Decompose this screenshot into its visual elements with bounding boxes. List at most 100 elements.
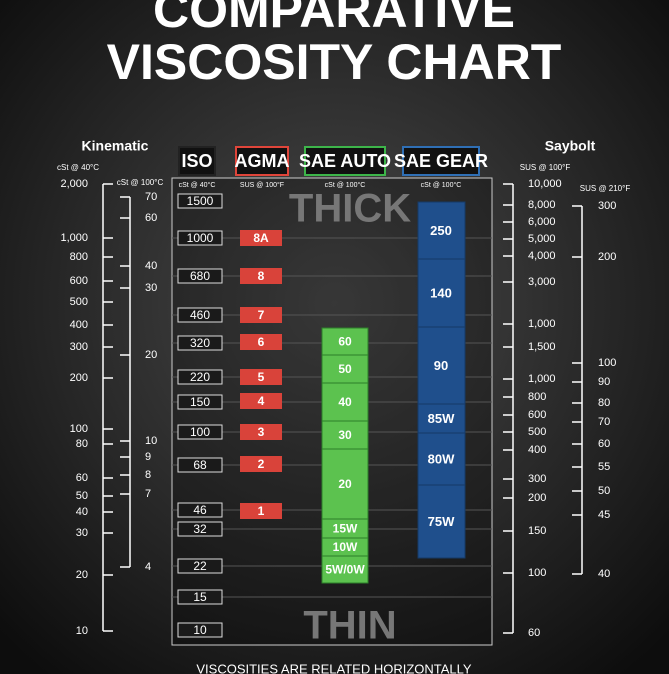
column-unit: cSt @ 100°C bbox=[421, 181, 462, 189]
tick-label: 300 bbox=[528, 473, 546, 485]
scale-unit: SUS @ 100°F bbox=[520, 163, 571, 172]
column-header: AGMA bbox=[235, 151, 290, 171]
sae-gear-grade: 140 bbox=[430, 285, 452, 300]
agma-box bbox=[240, 307, 282, 323]
title: VISCOSITY CHART bbox=[107, 34, 562, 90]
agma-box bbox=[240, 503, 282, 519]
tick-label: 800 bbox=[528, 391, 546, 403]
tick-label: 50 bbox=[76, 490, 88, 502]
iso-box bbox=[177, 622, 223, 638]
tick-label: 500 bbox=[70, 296, 88, 308]
agma-grade: 7 bbox=[258, 308, 265, 322]
tick-label: 7 bbox=[145, 488, 151, 500]
iso-grade: 150 bbox=[190, 395, 210, 409]
scale-unit: SUS @ 210°F bbox=[580, 184, 631, 193]
iso-box bbox=[177, 558, 223, 574]
iso-grade: 680 bbox=[190, 269, 210, 283]
scale-unit: cSt @ 100°C bbox=[117, 178, 164, 187]
sae-auto-grade: 20 bbox=[338, 477, 352, 491]
tick-label: 40 bbox=[598, 568, 610, 580]
footer: VISCOSITIES ARE RELATED HORIZONTALLY bbox=[196, 661, 472, 674]
tick-label: 20 bbox=[145, 349, 157, 361]
tick-label: 3,000 bbox=[528, 276, 556, 288]
agma-grade: 6 bbox=[258, 335, 265, 349]
iso-grade: 320 bbox=[190, 336, 210, 350]
tick-label: 70 bbox=[598, 416, 610, 428]
title: COMPARATIVE bbox=[153, 0, 515, 38]
tick-label: 45 bbox=[598, 509, 610, 521]
tick-label: 10 bbox=[76, 625, 88, 637]
iso-grade: 32 bbox=[193, 522, 207, 536]
tick-label: 4,000 bbox=[528, 250, 556, 262]
scale-unit: cSt @ 40°C bbox=[57, 163, 99, 172]
sae-gear-segment bbox=[417, 258, 466, 328]
tick-label: 150 bbox=[528, 525, 546, 537]
tick-label: 10 bbox=[145, 435, 157, 447]
column-header-box bbox=[178, 146, 216, 176]
tick-label: 60 bbox=[598, 438, 610, 450]
iso-grade: 10 bbox=[193, 623, 207, 637]
iso-box bbox=[177, 193, 223, 209]
sae-auto-segment bbox=[321, 555, 369, 584]
tick-label: 4 bbox=[145, 561, 151, 573]
scale-title: Saybolt bbox=[545, 138, 596, 154]
iso-grade: 68 bbox=[193, 458, 207, 472]
tick-label: 100 bbox=[598, 357, 616, 369]
agma-grade: 8 bbox=[258, 269, 265, 283]
sae-auto-grade: 50 bbox=[338, 362, 352, 376]
tick-label: 9 bbox=[145, 451, 151, 463]
tick-label: 80 bbox=[76, 438, 88, 450]
agma-box bbox=[240, 230, 282, 246]
sae-auto-grade: 40 bbox=[338, 395, 352, 409]
iso-box bbox=[177, 394, 223, 410]
sae-gear-segment bbox=[417, 201, 466, 260]
tick-label: 100 bbox=[70, 423, 88, 435]
tick-label: 300 bbox=[70, 341, 88, 353]
sae-gear-segment bbox=[417, 326, 466, 405]
iso-grade: 460 bbox=[190, 308, 210, 322]
sae-gear-segment bbox=[417, 403, 466, 434]
tick-label: 50 bbox=[598, 485, 610, 497]
tick-label: 70 bbox=[145, 191, 157, 203]
iso-box bbox=[177, 424, 223, 440]
tick-label: 300 bbox=[598, 200, 616, 212]
sae-gear-grade: 90 bbox=[434, 358, 448, 373]
sae-gear-grade: 80W bbox=[428, 451, 455, 466]
sae-gear-grade: 75W bbox=[428, 514, 455, 529]
tick-label: 500 bbox=[528, 426, 546, 438]
iso-box bbox=[177, 369, 223, 385]
tick-label: 40 bbox=[76, 506, 88, 518]
tick-label: 90 bbox=[598, 376, 610, 388]
tick-label: 55 bbox=[598, 461, 610, 473]
iso-grade: 1000 bbox=[187, 231, 214, 245]
tick-label: 60 bbox=[528, 627, 540, 639]
agma-grade: 1 bbox=[258, 504, 265, 518]
iso-grade: 100 bbox=[190, 425, 210, 439]
sae-auto-grade: 5W/0W bbox=[325, 563, 365, 577]
tick-label: 20 bbox=[76, 569, 88, 581]
tick-label: 100 bbox=[528, 567, 546, 579]
iso-box bbox=[177, 230, 223, 246]
sae-auto-grade: 30 bbox=[338, 428, 352, 442]
tick-label: 8,000 bbox=[528, 199, 556, 211]
tick-label: 8 bbox=[145, 469, 151, 481]
column-header: ISO bbox=[181, 151, 212, 171]
column-unit: cSt @ 100°C bbox=[325, 181, 366, 189]
tick-label: 600 bbox=[528, 409, 546, 421]
iso-box bbox=[177, 268, 223, 284]
agma-box bbox=[240, 369, 282, 385]
column-unit: SUS @ 100°F bbox=[240, 181, 284, 189]
sae-gear-segment bbox=[417, 432, 466, 486]
sae-auto-grade: 10W bbox=[333, 540, 358, 554]
column-header-box bbox=[304, 146, 386, 176]
tick-label: 60 bbox=[145, 212, 157, 224]
iso-box bbox=[177, 502, 223, 518]
sae-gear-grade: 85W bbox=[428, 411, 455, 426]
column-unit: cSt @ 40°C bbox=[179, 181, 216, 189]
column-header-box bbox=[402, 146, 480, 176]
tick-label: 200 bbox=[528, 492, 546, 504]
scale-title: Kinematic bbox=[82, 138, 149, 154]
sae-auto-segment bbox=[321, 327, 369, 356]
tick-label: 800 bbox=[70, 251, 88, 263]
